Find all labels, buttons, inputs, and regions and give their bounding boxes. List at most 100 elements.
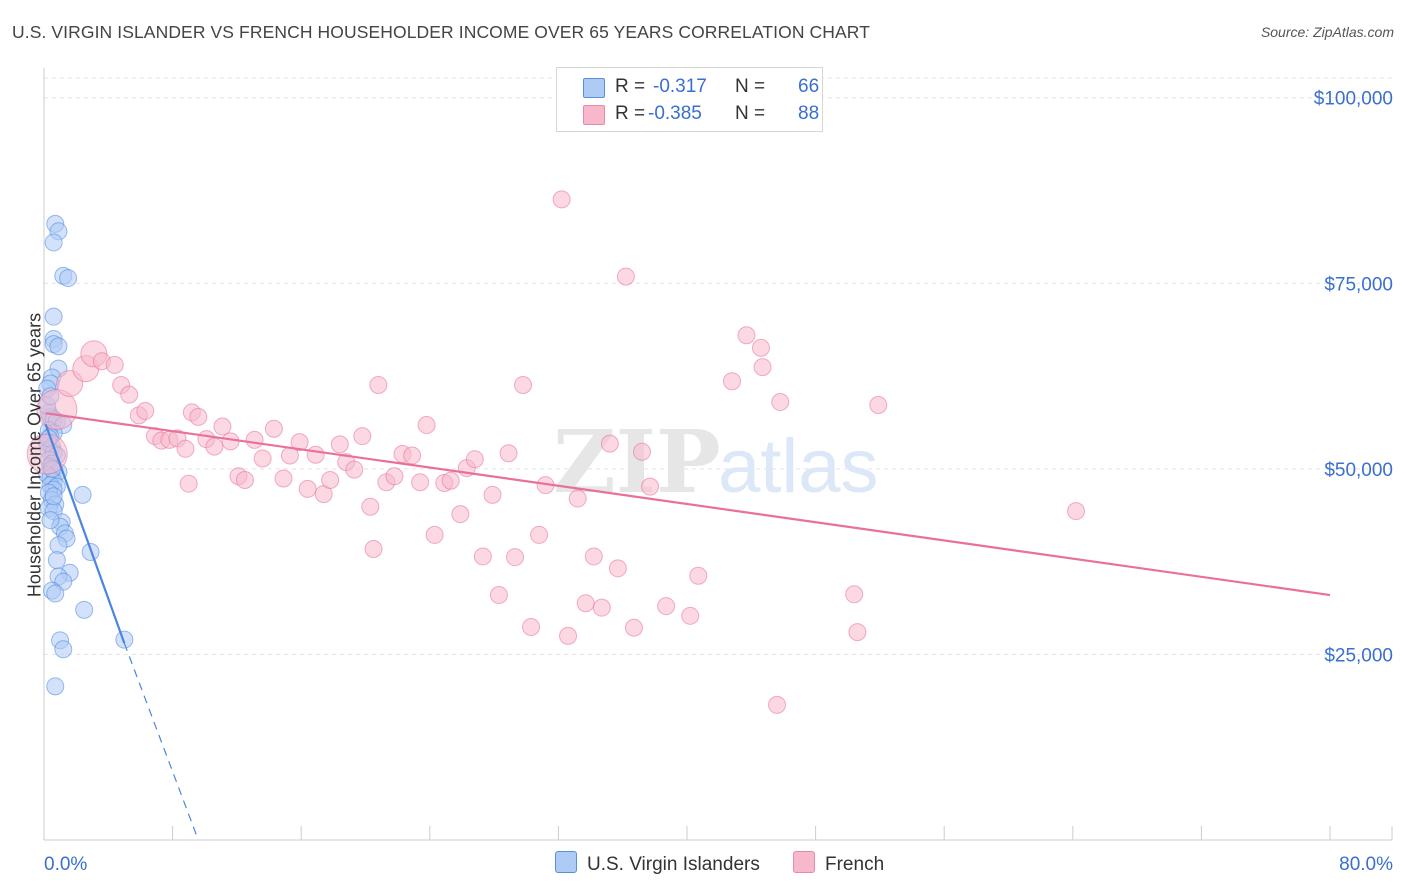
- point-virgin-islanders: [41, 511, 60, 530]
- point-french: [105, 355, 124, 374]
- point-virgin-islanders: [54, 640, 73, 659]
- legend-r-value: -0.385: [648, 103, 702, 124]
- x-tick-label: 0.0%: [44, 854, 87, 875]
- point-french: [771, 393, 790, 412]
- point-french: [1067, 502, 1086, 521]
- point-french: [361, 497, 380, 516]
- point-virgin-islanders: [75, 600, 94, 619]
- point-french: [321, 470, 340, 489]
- legend-r-label: R =: [615, 103, 646, 124]
- point-french: [298, 479, 317, 498]
- point-french: [753, 358, 772, 377]
- legend-r-value: -0.317: [653, 76, 707, 97]
- point-french: [221, 432, 240, 451]
- bottom-legend-label: French: [825, 854, 885, 875]
- point-french: [559, 626, 578, 645]
- point-french: [417, 416, 436, 435]
- legend-r-label: R =: [615, 76, 646, 97]
- legend-swatch-virgin-islanders: [583, 78, 605, 98]
- point-french: [411, 473, 430, 492]
- legend-n-value: 66: [798, 76, 820, 97]
- point-french: [624, 618, 643, 637]
- point-virgin-islanders: [73, 485, 92, 504]
- bottom-legend-swatch-blue: [555, 851, 577, 873]
- bottom-legend-swatch-pink: [793, 851, 815, 873]
- y-axis-label: Householder Income Over 65 years: [24, 312, 45, 598]
- point-french: [403, 446, 422, 465]
- point-french: [306, 445, 325, 464]
- point-french: [616, 267, 635, 286]
- point-french: [290, 433, 309, 452]
- point-french: [369, 375, 388, 394]
- point-french: [530, 525, 549, 544]
- point-french: [845, 585, 864, 604]
- y-tick-label: $50,000: [1324, 460, 1393, 481]
- point-french: [681, 606, 700, 625]
- point-french: [385, 467, 404, 486]
- point-french: [425, 525, 444, 544]
- point-french: [213, 417, 232, 436]
- point-virgin-islanders: [59, 269, 78, 288]
- legend-n-label: N =: [735, 76, 766, 97]
- point-french: [120, 385, 139, 404]
- point-french: [36, 388, 78, 430]
- point-french: [473, 547, 492, 566]
- point-french: [641, 477, 660, 496]
- point-french: [189, 407, 208, 426]
- point-virgin-islanders: [115, 630, 134, 649]
- point-french: [584, 547, 603, 566]
- point-french: [274, 469, 293, 488]
- bottom-legend-label: U.S. Virgin Islanders: [587, 854, 760, 875]
- point-french: [465, 450, 484, 469]
- point-french: [264, 419, 283, 438]
- legend-n-label: N =: [735, 103, 766, 124]
- point-french: [737, 326, 756, 345]
- point-virgin-islanders: [46, 677, 65, 696]
- point-french: [632, 442, 651, 461]
- point-french: [253, 449, 272, 468]
- point-french: [768, 695, 787, 714]
- y-tick-label: $25,000: [1324, 645, 1393, 666]
- watermark: atlas: [718, 424, 879, 509]
- point-french: [848, 623, 867, 642]
- trendline-virgin-islanders: [44, 423, 126, 644]
- point-french: [353, 427, 372, 446]
- point-french: [205, 437, 224, 456]
- point-french: [499, 444, 518, 463]
- point-french: [489, 586, 508, 605]
- point-virgin-islanders: [46, 584, 65, 603]
- x-tick-label: 80.0%: [1339, 854, 1393, 875]
- point-french: [26, 433, 68, 475]
- point-french: [179, 474, 198, 493]
- point-virgin-islanders: [44, 487, 63, 506]
- legend: R = -0.317 N = 66 R = -0.385 N = 88: [556, 67, 823, 132]
- point-french: [364, 540, 383, 559]
- point-virgin-islanders: [49, 337, 68, 356]
- legend-swatch-french: [583, 105, 605, 125]
- point-french: [330, 435, 349, 454]
- point-french: [514, 375, 533, 394]
- point-french: [723, 372, 742, 391]
- point-virgin-islanders: [47, 551, 66, 570]
- point-french: [345, 460, 364, 479]
- source-label: Source: ZipAtlas.com: [1260, 24, 1394, 40]
- bottom-legend-french: French: [793, 851, 884, 876]
- point-french: [689, 566, 708, 585]
- point-french: [176, 439, 195, 458]
- point-french: [869, 396, 888, 415]
- point-virgin-islanders: [44, 307, 63, 326]
- point-french: [600, 434, 619, 453]
- point-french: [576, 594, 595, 613]
- point-french: [235, 470, 254, 489]
- point-french: [592, 598, 611, 617]
- point-french: [505, 548, 524, 567]
- point-french: [441, 471, 460, 490]
- y-tick-label: $75,000: [1324, 274, 1393, 295]
- point-virgin-islanders: [49, 536, 68, 555]
- point-french: [608, 559, 627, 578]
- legend-n-value: 88: [798, 103, 820, 124]
- point-french: [657, 597, 676, 616]
- point-french: [751, 338, 770, 357]
- point-french: [483, 485, 502, 504]
